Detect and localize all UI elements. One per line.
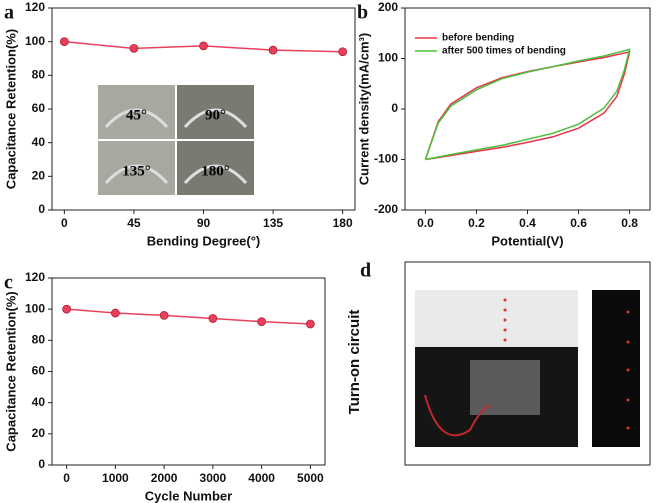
y-tick-label: 80 [32,68,46,82]
y-tick-label: 100 [25,301,45,315]
inset-photo [98,141,175,195]
inset-photo [98,85,175,139]
inset-sample [183,108,248,129]
marker [208,314,218,323]
marker [257,317,267,327]
y-axis-label: Current density(mA/cm³) [356,33,371,185]
y-tick-label: 120 [25,0,45,14]
x-tick-label: 0.2 [468,216,485,230]
y-tick-label: 60 [32,364,46,378]
x-tick-label: 90 [197,216,211,230]
x-tick-label: 0.0 [417,216,434,230]
marker [159,310,169,320]
series-line [424,50,631,161]
x-tick-label: 0 [61,216,68,230]
series-line [424,48,631,161]
x-tick-label: 180 [333,216,353,230]
x-tick-label: 0.8 [621,216,638,230]
y-tick-label: 80 [32,333,46,347]
y-tick-label: 60 [32,101,46,115]
marker [62,304,72,314]
marker [199,41,208,51]
photo-caption: Turn-on circuit [346,310,363,415]
y-axis-label: Capacitance Retention(%) [3,291,18,451]
x-tick-label: 45 [127,216,141,230]
y-tick-label: 40 [32,395,46,409]
legend-label: after 500 times of bending [442,46,566,57]
panel-label: a [4,2,14,24]
y-tick-label: -100 [374,152,398,166]
x-tick-label: 0.4 [519,216,536,230]
inset-label: 180° [201,163,230,179]
x-tick-label: 4000 [248,471,275,485]
panel-label: c [4,272,13,294]
wire [424,394,491,437]
inset-sample [104,108,169,129]
y-tick-label: 20 [32,169,46,183]
panel-label: b [357,2,368,24]
panel-label: d [360,260,371,282]
inset-sample [104,164,169,185]
x-tick-label: 135 [263,216,283,230]
inset-photo [177,141,254,195]
y-tick-label: 200 [378,0,398,14]
series-line [66,308,311,325]
led-dots [503,298,630,430]
y-tick-label: 0 [38,457,45,471]
y-axis-label: Capacitance Retention(%) [3,29,18,189]
photo-paper [415,290,578,347]
marker [129,44,139,53]
y-tick-label: 20 [32,426,46,440]
inset-label: 135° [122,163,151,179]
y-tick-label: 100 [25,34,45,48]
inset-label: 45° [126,107,147,123]
marker [305,319,315,329]
inset-photo [177,85,254,139]
marker [268,45,278,55]
y-tick-label: 120 [25,270,45,284]
y-tick-label: 0 [38,202,45,216]
inset-sample [183,164,248,185]
device [470,360,540,415]
photo-right [592,290,640,447]
legend-label: before bending [442,33,514,44]
marker [59,37,69,47]
marker [110,308,120,318]
x-axis-label: Potential(V) [491,233,563,248]
x-axis-label: Bending Degree(°) [147,233,261,248]
x-tick-label: 0.6 [570,216,587,230]
marker [338,47,348,57]
y-tick-label: 100 [378,51,398,65]
inset-label: 90° [205,107,226,123]
x-tick-label: 3000 [200,471,227,485]
x-axis-label: Cycle Number [145,488,232,503]
x-tick-label: 0 [63,471,70,485]
y-tick-label: 0 [391,101,398,115]
plot-frame [51,277,326,466]
x-tick-label: 2000 [151,471,178,485]
y-tick-label: 40 [32,135,46,149]
x-tick-label: 1000 [102,471,129,485]
y-tick-label: -200 [374,202,398,216]
x-tick-label: 5000 [297,471,324,485]
